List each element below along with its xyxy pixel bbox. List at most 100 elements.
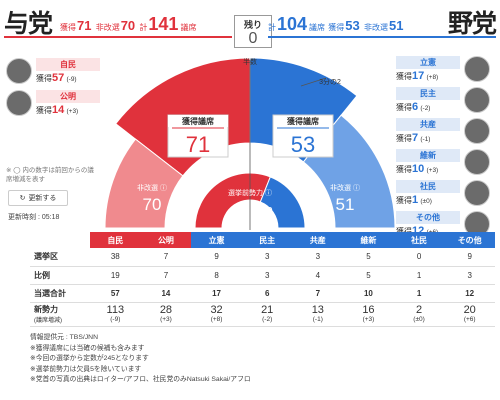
opposition-header: 野党 計104 議席 獲得53 非改選51 [268,4,497,44]
table-cell: 9 [444,248,495,267]
leader-photo [464,149,490,175]
table-cell: 7 [140,248,192,267]
col-header-6: 社民 [393,232,445,248]
row-label: 比例 [30,266,90,285]
table-cell: 0 [393,248,445,267]
table-cell: 3 [241,266,293,285]
footer-notes: 情報提供元 : TBS/JNN ※獲得議席には当確の候補も含みます ※今回の選挙から… [30,333,251,386]
ruling-header: 与党 獲得71 非改選70 計141 議席 [4,4,232,44]
table-cell: 5 [343,266,394,285]
ruling-bar [4,36,232,38]
opposition-total: 104 [277,14,308,34]
party-stat: 獲得10 (+3) [396,163,439,175]
opposition-name: 野党 [447,10,497,38]
update-time: 更新時刻 : 05:18 [8,214,60,221]
leader-photo [6,58,32,84]
table-cell: 14 [140,284,192,303]
party-box-right-3: 維新 獲得10 (+3) [392,145,490,179]
col-header-5: 維新 [343,232,394,248]
party-name: 自民 [36,58,100,71]
table-cell: 16 (+3) [343,302,394,327]
table-cell: 20 (+6) [444,302,495,327]
remaining-box: 残り 0 [234,15,272,48]
footer-line: ※党首の写真の出典はロイター/アフロ、社民党のみNatsuki Sakai/アフ… [30,376,251,384]
table-cell: 38 [90,248,141,267]
opposition-acquired: 53 [345,18,360,33]
party-info: 共産 獲得7 (-1) [396,118,460,144]
table-cell: 17 [191,284,242,303]
left-acquired-value: 71 [186,132,210,157]
ruling-total: 141 [148,14,179,34]
table-row: 比例 19 7 8 3 4 5 1 3 [30,266,495,285]
table-cell: 3 [292,248,344,267]
left-noncontest-value: 70 [143,195,162,214]
party-name: 民主 [396,87,460,100]
refresh-icon: ↻ [19,195,26,202]
party-info: 自民 獲得57 (-9) [36,58,100,84]
update-button-label: 更新する [28,195,57,202]
party-name: 共産 [396,118,460,131]
party-name: 立憲 [396,56,460,69]
table-row: 選挙区 38 7 9 3 3 5 0 9 [30,248,495,267]
party-info: 社民 獲得1 (±0) [396,180,460,206]
col-header-4: 共産 [292,232,344,248]
party-name: 維新 [396,149,460,162]
majority-label: 半数 [243,57,257,66]
footer-line: ※今回の選挙から定数が245となります [30,355,149,363]
opposition-bar [268,36,496,38]
party-stat: 獲得7 (-1) [396,132,431,144]
before-label: 選挙前勢力 ⓘ [228,188,272,197]
party-stat: 獲得17 (+8) [396,70,439,82]
table-cell: 32 (+8) [191,302,242,327]
leader-photo [464,56,490,82]
col-header-2: 立憲 [191,232,242,248]
right-acquired-label: 獲得議席 [287,116,319,126]
right-acquired-value: 53 [291,132,315,157]
table-cell: 28 (+3) [140,302,192,327]
party-stat: 獲得6 (-2) [396,101,431,113]
right-noncontest-value: 51 [336,195,355,214]
leader-photo [464,118,490,144]
update-button[interactable]: ↻ 更新する [8,190,68,206]
table-cell: 1 [393,284,445,303]
footer-line: 情報提供元 : TBS/JNN [30,334,98,341]
footer-line: ※選挙前勢力は欠員5を除いています [30,365,142,373]
table-cell: 1 [393,266,445,285]
table-cell: 6 [241,284,293,303]
left-acquired-box: 獲得議席 71 [167,114,229,158]
right-noncontest-label: 非改選 ⓘ [330,183,360,192]
party-stat: 獲得57 (-9) [36,72,77,84]
party-box-left-0: 自民 獲得57 (-9) [6,54,104,88]
party-box-right-1: 民主 獲得6 (-2) [392,83,490,117]
party-info: 民主 獲得6 (-2) [396,87,460,113]
leader-photo [464,180,490,206]
ruling-stats: 獲得71 非改選70 計141 議席 [60,14,197,34]
twothirds-line [300,77,327,87]
table-cell: 7 [140,266,192,285]
table-cell: 113 (-9) [90,302,141,327]
twothirds-label: 3分の2 [319,77,341,86]
table-cell: 57 [90,284,141,303]
col-header-3: 民主 [241,232,293,248]
table-cell: 10 [343,284,394,303]
row-label: 選挙区 [30,248,90,267]
party-name: 社民 [396,180,460,193]
table-row: 当選合計 57 14 17 6 7 10 1 12 [30,284,495,303]
table-row-gain: 新勢力 (議席増減) 113 (-9) 28 (+3) 32 (+8) 21 (-2) 13 (-1)… [30,302,495,327]
table-cell: 3 [444,266,495,285]
party-stat: 獲得1 (±0) [396,194,432,206]
left-noncontest-arc [104,138,184,229]
table-cell: 5 [343,248,394,267]
leader-photo [464,87,490,113]
before-left-value: 147 [229,206,246,217]
before-right-value: 90 [261,206,273,217]
results-table: 自民 公明 立憲 民主 共産 維新 社民 その他 選挙区 38 7 9 3 3 5 0 9 比例 19 7 8 3 4 5 1… [30,232,495,327]
row-label: 当選合計 [30,284,90,303]
party-name: その他 [396,211,460,224]
left-acquired-label: 獲得議席 [182,116,214,126]
table-cell: 3 [241,248,293,267]
right-acquired-box: 獲得議席 53 [272,114,334,158]
col-header-7: その他 [444,232,495,248]
table-cell: 21 (-2) [241,302,293,327]
ruling-acquired: 71 [77,18,92,33]
